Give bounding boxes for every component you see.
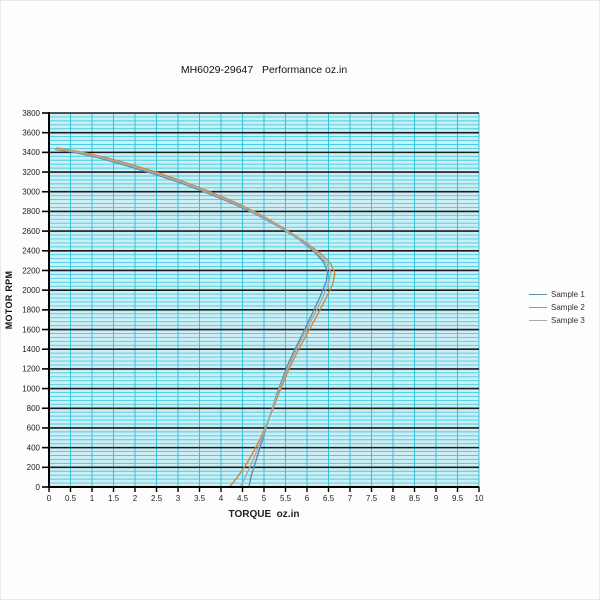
major-gridlines [49,112,479,469]
y-tick-label: 1800 [22,306,40,315]
y-tick-label: 1400 [22,345,40,354]
y-tick-label: 200 [27,463,41,472]
x-tick-label: 3.5 [194,494,206,503]
y-tick-label: 800 [27,404,41,413]
x-tick-label: 2.5 [151,494,163,503]
x-tick-label: 10 [475,494,484,503]
x-tick-label: 5.5 [280,494,292,503]
y-tick-label: 2400 [22,247,40,256]
y-tick-label: 2000 [22,286,40,295]
y-axis-title: MOTOR RPM [4,270,14,330]
y-tick-label: 2200 [22,266,40,275]
x-tick-label: 9 [434,494,439,503]
y-tick-label: 1200 [22,365,40,374]
legend-item-sample-2: Sample 2 [529,303,585,312]
x-tick-label: 4 [219,494,224,503]
y-tick-label: 3800 [22,109,40,118]
y-tick-label: 3400 [22,148,40,157]
chart-title: MH6029-29647 Performance oz.in [180,64,348,76]
minor-gridlines [49,113,480,487]
legend-line-sample-3 [529,320,547,321]
legend-line-sample-2 [529,307,547,308]
legend-label-sample-3: Sample 3 [551,316,585,325]
x-tick-label: 3 [176,494,181,503]
series-line-sample-3 [55,148,332,488]
y-tick-label: 3200 [22,168,40,177]
x-tick-label: 0.5 [65,494,77,503]
x-tick-label: 5 [262,494,267,503]
y-tick-label: 0 [36,483,41,492]
y-tick-label: 400 [27,443,41,452]
legend-label-sample-1: Sample 1 [551,290,585,299]
y-tick-label: 3000 [22,188,40,197]
y-tick-label: 1600 [22,325,40,334]
x-tick-label: 0 [47,494,52,503]
x-tick-label: 4.5 [237,494,249,503]
x-tick-labels: 0 0.5 1 1.5 2 2.5 3 3.5 4 4.5 5 5.5 6 6.5 7 7.5 8 8.5 9 9.5… [47,487,484,503]
legend-item-sample-1: Sample 1 [529,290,585,299]
x-tick-label: 1 [90,494,95,503]
legend-line-sample-1 [529,294,547,295]
y-tick-label: 2800 [22,207,40,216]
x-tick-label: 8 [391,494,396,503]
y-tick-label: 600 [27,424,41,433]
x-tick-label: 1.5 [108,494,120,503]
y-tick-labels: 0 200 400 600 800 1000 1200 1400 1600 1800 2000 220… [22,109,49,492]
x-tick-label: 9.5 [452,494,464,503]
x-tick-label: 6.5 [323,494,335,503]
x-tick-label: 2 [133,494,138,503]
y-tick-label: 1000 [22,384,40,393]
y-tick-label: 3600 [22,128,40,137]
x-tick-label: 6 [305,494,310,503]
x-tick-label: 7 [348,494,353,503]
legend-item-sample-3: Sample 3 [529,316,585,325]
x-tick-label: 7.5 [366,494,378,503]
chart-legend: Sample 1 Sample 2 Sample 3 [529,290,585,325]
y-tick-label: 2600 [22,227,40,236]
x-tick-label: 8.5 [409,494,421,503]
x-axis-title: TORQUE oz.in [228,509,300,520]
legend-label-sample-2: Sample 2 [551,303,585,312]
